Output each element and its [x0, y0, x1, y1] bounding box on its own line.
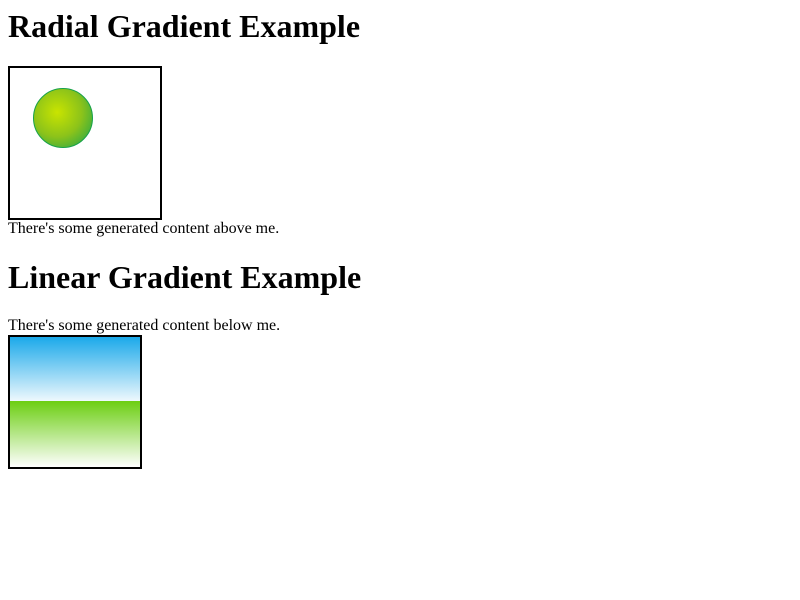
radial-gradient-heading: Radial Gradient Example [8, 8, 361, 44]
page: Radial Gradient Example There's some gen… [8, 8, 362, 469]
linear-gradient-box [8, 335, 142, 469]
radial-caption: There's some generated content above me. [8, 220, 280, 237]
radial-gradient-circle [33, 88, 93, 148]
radial-gradient-box [8, 66, 162, 220]
linear-gradient-heading: Linear Gradient Example [8, 259, 362, 295]
linear-caption: There's some generated content below me. [8, 317, 281, 334]
grass-gradient [10, 401, 140, 467]
sky-gradient [10, 337, 140, 401]
